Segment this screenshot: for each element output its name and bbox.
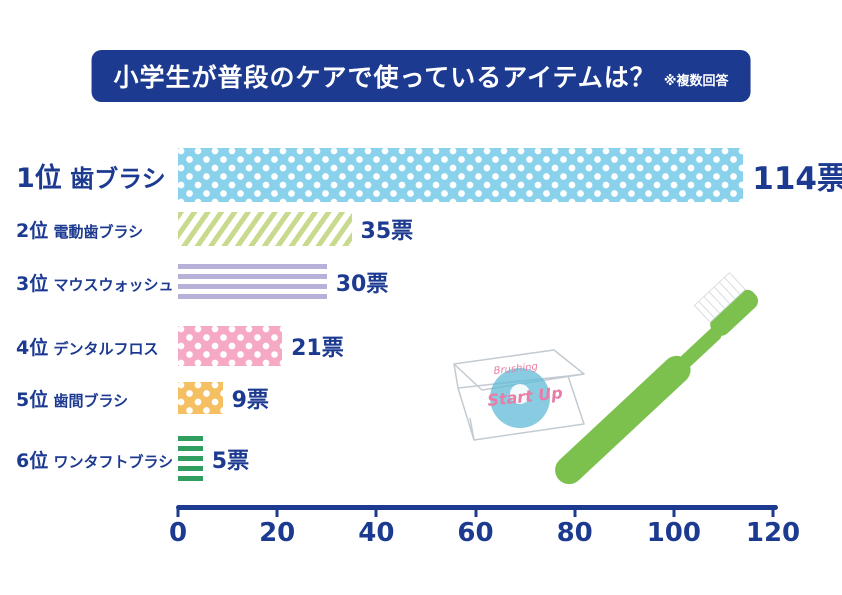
bar-area: 114票 <box>178 148 842 202</box>
axis-tick <box>573 509 577 517</box>
axis-tick-label: 0 <box>168 518 188 548</box>
category-label: 2位 電動歯ブラシ <box>0 216 178 243</box>
category-label: 6位 ワンタフトブラシ <box>0 446 178 473</box>
category-label: 5位 歯間ブラシ <box>0 385 178 412</box>
bar <box>178 148 744 202</box>
case-illustration: Brushing Start Up <box>453 349 585 441</box>
bar-area: 30票 <box>178 264 842 300</box>
chart-row: 1位 歯ブラシ 114票 <box>0 148 842 202</box>
value-label: 30票 <box>335 272 389 297</box>
rank-label: 4位 <box>16 336 49 359</box>
chart-row: 6位 ワンタフトブラシ 5票 <box>0 436 842 482</box>
rank-label: 3位 <box>16 272 49 295</box>
axis-tick-label: 80 <box>556 518 593 548</box>
bar-area: 35票 <box>178 212 842 246</box>
chart-row: 3位 マウスウォッシュ 30票 <box>0 264 842 300</box>
chart-title: 小学生が普段のケアで使っているアイテムは？ <box>113 63 656 92</box>
value-label: 9票 <box>231 388 269 413</box>
axis-tick <box>176 509 180 517</box>
item-label: 電動歯ブラシ <box>48 222 144 241</box>
chart-rows: 1位 歯ブラシ 114票 2位 電動歯ブラシ 35票 3位 マウスウォッシュ 30票 4位 … <box>0 148 842 482</box>
value-label: 21票 <box>291 336 344 361</box>
chart-row: 4位 デンタルフロス 21票 <box>0 326 842 366</box>
category-label: 4位 デンタルフロス <box>0 333 178 360</box>
axis-tick <box>672 509 676 517</box>
bar <box>178 326 283 366</box>
rank-label: 2位 <box>16 219 49 242</box>
item-label: 歯間ブラシ <box>48 391 129 410</box>
bar <box>178 382 223 414</box>
case-text-small: Brushing <box>493 361 538 377</box>
axis-tick <box>275 509 279 517</box>
item-label: ワンタフトブラシ <box>48 452 174 471</box>
bar <box>178 212 352 246</box>
rank-label: 5位 <box>16 388 49 411</box>
toothbrush-neck <box>679 327 722 368</box>
chart-row: 2位 電動歯ブラシ 35票 <box>0 212 842 246</box>
chart-row: 5位 歯間ブラシ 9票 <box>0 382 842 414</box>
rank-label: 1位 <box>16 162 62 194</box>
bar-area: 9票 <box>178 382 842 414</box>
bar <box>178 436 203 482</box>
value-label: 5票 <box>211 449 250 474</box>
axis-tick-label: 120 <box>745 518 801 548</box>
axis-tick-label: 40 <box>358 518 395 548</box>
axis-tick-label: 100 <box>646 518 701 548</box>
category-label: 1位 歯ブラシ <box>0 156 178 195</box>
item-label: マウスウォッシュ <box>48 275 174 294</box>
bar-area: 5票 <box>178 436 842 482</box>
item-label: デンタルフロス <box>48 339 159 358</box>
x-axis: 0 20 40 60 80 100 120 <box>169 505 800 548</box>
value-label: 114票 <box>752 160 842 197</box>
axis-tick-label: 60 <box>457 518 494 548</box>
axis-tick-label: 20 <box>259 518 296 548</box>
rank-label: 6位 <box>16 449 49 472</box>
title-badge: 小学生が普段のケアで使っているアイテムは？ ※複数回答 <box>91 50 751 102</box>
toothbrush-illustration <box>555 271 759 485</box>
value-label: 35票 <box>360 219 414 244</box>
category-label: 3位 マウスウォッシュ <box>0 269 178 296</box>
axis-tick <box>474 509 477 517</box>
multiple-answers-note: ※複数回答 <box>663 73 729 89</box>
bar-area: 21票 <box>178 326 842 366</box>
bar <box>178 264 327 300</box>
item-label: 歯ブラシ <box>61 164 166 193</box>
toothbrush-handle <box>555 355 691 485</box>
sphere-figure <box>510 384 530 404</box>
axis-tick <box>374 509 378 517</box>
axis-tick <box>771 509 775 517</box>
toothbrush-head <box>710 289 759 336</box>
